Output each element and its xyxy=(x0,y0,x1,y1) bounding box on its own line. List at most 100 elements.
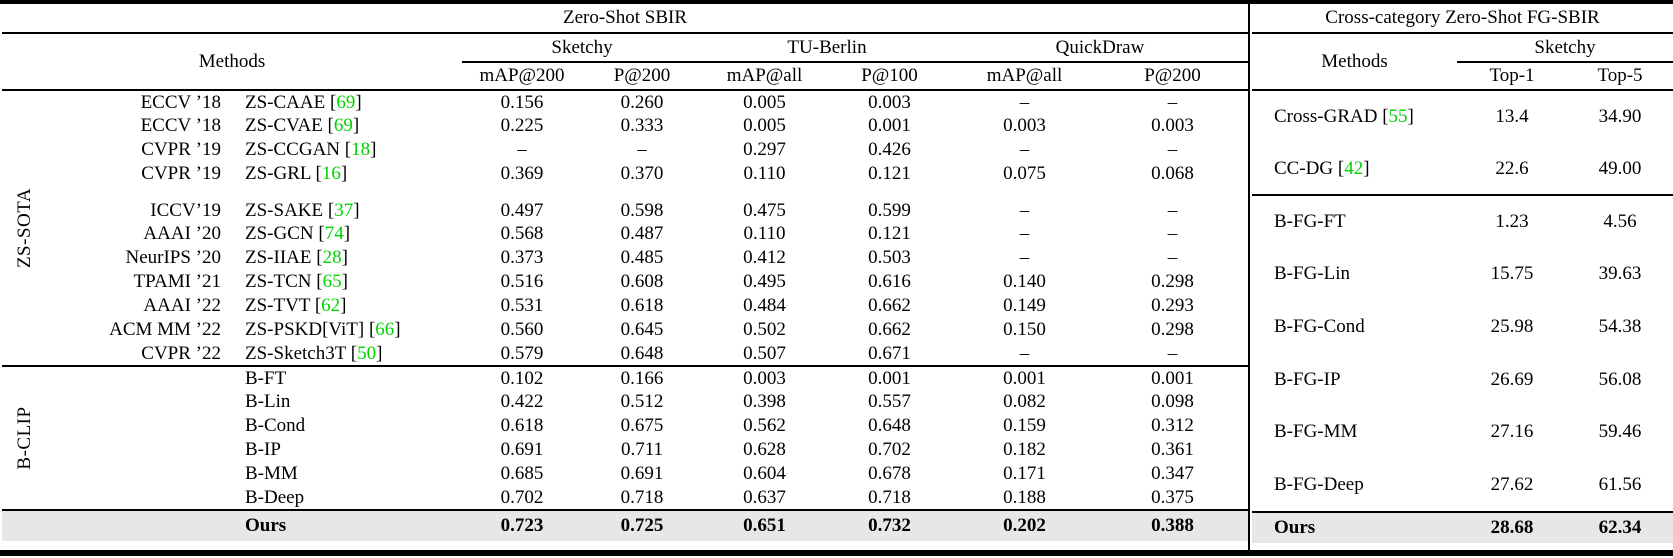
value-cell: 0.562 xyxy=(743,415,786,436)
method-cell: ZS-PSKD[ViT] [66] xyxy=(245,319,401,340)
value-cell: – xyxy=(1167,247,1178,268)
top-rule xyxy=(0,0,1673,4)
citation-link[interactable]: 55 xyxy=(1388,105,1408,127)
value-cell: 0.662 xyxy=(868,319,911,340)
right-table-body: Cross-GRAD [55] 13.4 34.90 CC-DG [42] 22.6 49… xyxy=(1252,90,1673,512)
venue-cell: CVPR ’19 xyxy=(141,139,221,160)
citation-link[interactable]: 28 xyxy=(322,247,342,268)
value-cell: 0.599 xyxy=(868,200,911,221)
venue-cell: CVPR ’19 xyxy=(141,163,221,184)
value-cell: 0.487 xyxy=(620,223,664,244)
citation-link[interactable]: 69 xyxy=(333,115,353,136)
citation-link[interactable]: 42 xyxy=(1344,157,1364,179)
venue-cell: AAAI ’20 xyxy=(143,223,221,244)
table-row: B-MM 0.685 0.691 0.604 0.678 0.171 0.347 xyxy=(2,462,1248,486)
value-cell: 0.732 xyxy=(827,509,952,541)
right-title-row: Cross-category Zero-Shot FG-SBIR xyxy=(1252,4,1673,34)
value-cell: 0.068 xyxy=(1151,163,1194,184)
value-cell: 0.225 xyxy=(500,115,544,136)
fg-sbir-table: Cross-category Zero-Shot FG-SBIR Methods… xyxy=(1252,4,1673,543)
citation-link[interactable]: 37 xyxy=(334,200,354,221)
value-cell: 34.90 xyxy=(1598,105,1642,127)
citation-link[interactable]: 62 xyxy=(321,295,341,316)
dataset-header-tu-berlin: TU-Berlin xyxy=(702,33,952,63)
method-cell: ZS-CCGAN [18] xyxy=(245,139,377,160)
value-cell: 0.156 xyxy=(500,91,544,113)
value-cell: 0.188 xyxy=(1003,486,1046,508)
value-cell: 0.312 xyxy=(1151,415,1194,436)
value-cell: 0.075 xyxy=(1003,163,1046,184)
venue-cell xyxy=(47,390,237,414)
value-cell: – xyxy=(1167,139,1178,160)
value-cell: – xyxy=(1019,139,1030,160)
value-cell: 0.001 xyxy=(1097,365,1248,390)
value-cell: – xyxy=(1167,342,1178,364)
value-cell: 0.375 xyxy=(1151,486,1194,508)
value-cell: 0.159 xyxy=(1003,415,1046,436)
value-cell: 0.691 xyxy=(500,439,544,460)
value-cell: 27.62 xyxy=(1490,473,1534,495)
value-cell: 4.56 xyxy=(1603,211,1637,233)
value-cell: 0.121 xyxy=(868,223,911,244)
right-methods-header: Methods xyxy=(1252,33,1457,91)
ours-row-left: Ours 0.723 0.725 0.651 0.732 0.202 0.388 xyxy=(2,509,1248,541)
metric-header-tub-mapall: mAP@all xyxy=(702,62,827,91)
value-cell: 27.16 xyxy=(1490,421,1534,443)
group-label-cell: ZS-SOTA xyxy=(2,90,47,366)
metric-header-sketchy-p200: P@200 xyxy=(582,62,702,91)
metric-header-top5: Top-5 xyxy=(1567,62,1673,91)
value-cell: 0.475 xyxy=(743,200,786,221)
value-cell: 0.182 xyxy=(1003,439,1046,460)
value-cell: 0.618 xyxy=(500,415,544,436)
value-cell: 0.149 xyxy=(1003,295,1046,316)
dataset-header-sketchy: Sketchy xyxy=(462,33,702,63)
bottom-rule xyxy=(0,550,1673,556)
citation-link[interactable]: 74 xyxy=(324,223,344,244)
venue-cell: ICCV’19 xyxy=(150,200,221,221)
method-cell: B-MM xyxy=(245,463,298,484)
ours-label: Ours xyxy=(237,509,462,541)
citation-link[interactable]: 16 xyxy=(321,163,341,184)
value-cell: 56.08 xyxy=(1598,368,1642,390)
method-cell: B-FG-MM xyxy=(1274,421,1358,443)
metric-header-tub-p100: P@100 xyxy=(827,62,952,91)
value-cell: 0.005 xyxy=(743,115,786,136)
value-cell: 0.608 xyxy=(620,271,664,292)
citation-link[interactable]: 18 xyxy=(351,139,371,160)
table-row: NeurIPS ’20 ZS-IIAE [28] 0.373 0.485 0.412 0.… xyxy=(2,246,1248,270)
citation-link[interactable]: 65 xyxy=(322,271,342,292)
value-cell: 0.001 xyxy=(952,365,1097,390)
value-cell: 0.495 xyxy=(743,271,786,292)
value-cell: – xyxy=(1019,223,1030,244)
value-cell: 0.082 xyxy=(1003,391,1046,412)
method-cell: ZS-SAKE [37] xyxy=(245,200,360,221)
table-row: Cross-GRAD [55] 13.4 34.90 xyxy=(1252,90,1673,143)
value-cell: 0.003 xyxy=(868,91,911,113)
table-row: CVPR ’19 ZS-CCGAN [18] – – 0.297 0.426 – – xyxy=(2,138,1248,162)
value-cell: 0.370 xyxy=(620,163,664,184)
value-cell: 0.412 xyxy=(743,247,786,268)
method-cell: ZS-Sketch3T [50] xyxy=(245,342,383,364)
citation-link[interactable]: 50 xyxy=(357,342,377,364)
venue-cell xyxy=(47,462,237,486)
venue-cell: AAAI ’22 xyxy=(143,295,221,316)
value-cell: 15.75 xyxy=(1490,263,1534,285)
citation-link[interactable]: 66 xyxy=(375,319,395,340)
method-cell: B-FG-Lin xyxy=(1274,263,1350,285)
table-row: ICCV’19 ZS-SAKE [37] 0.497 0.598 0.475 0.599 –… xyxy=(2,186,1248,222)
value-cell: 0.347 xyxy=(1151,463,1194,484)
method-cell: B-Deep xyxy=(245,486,305,508)
value-cell: 0.361 xyxy=(1151,439,1194,460)
ours-row-right: Ours 28.68 62.34 xyxy=(1252,510,1673,543)
value-cell: 0.648 xyxy=(868,415,911,436)
value-cell: – xyxy=(1167,91,1178,113)
dataset-header-quickdraw: QuickDraw xyxy=(952,33,1248,63)
value-cell: 0.293 xyxy=(1151,295,1194,316)
value-cell: 0.005 xyxy=(743,91,786,113)
value-cell: 0.484 xyxy=(743,295,786,316)
value-cell: 0.678 xyxy=(868,463,911,484)
table-row: TPAMI ’21 ZS-TCN [65] 0.516 0.608 0.495 0.616… xyxy=(2,270,1248,294)
venue-cell: NeurIPS ’20 xyxy=(125,247,221,268)
value-cell: 0.685 xyxy=(500,463,544,484)
citation-link[interactable]: 69 xyxy=(336,91,356,113)
